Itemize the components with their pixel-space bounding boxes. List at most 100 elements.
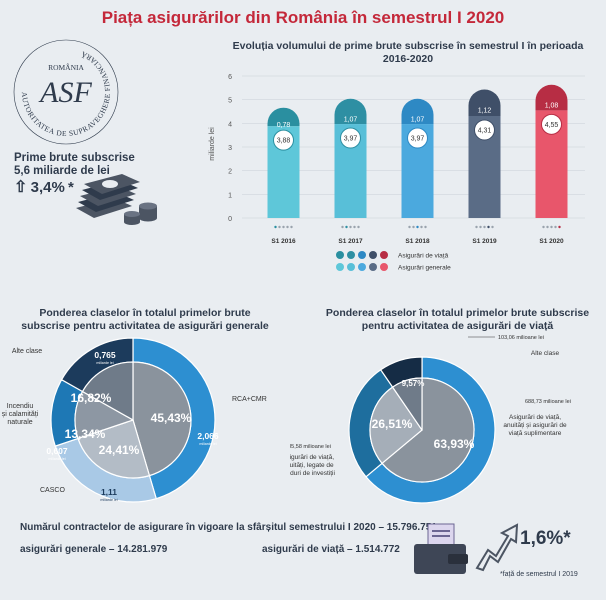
bar-chart-title: Evoluția volumului de prime brute subscr… [232,40,584,65]
slice-pct-label: 13,34% [65,427,106,441]
legend-swatch-general [369,263,377,271]
asf-logo: AUTORITATEA DE SUPRAVEGHERE FINANCIARĂ R… [13,39,119,145]
value-circle [474,119,495,141]
category-dot [416,225,419,229]
category-dot [278,225,281,229]
category-dot [341,225,344,229]
category-dot [282,225,285,229]
legend-swatch-general [347,263,355,271]
amount-label: 285,58 milioane lei [290,444,331,450]
logo-mark: ASF [38,76,92,109]
category-dot [558,225,561,229]
legend-swatch-life [358,251,366,259]
category-dot [353,225,356,229]
legend-life: Asigurări de viață [398,253,449,260]
value-circle [340,127,361,149]
name-label: Asigurări de viață,anuități, legate defo… [290,454,335,477]
category-dot [420,225,423,229]
label-alte-clase: Alte clase [12,348,42,355]
page-title: Piața asigurărilor din România în semest… [101,8,505,27]
wallet-document-icon [414,523,468,574]
legend-swatch-life [336,251,344,259]
slice-unit-label: miliarde lei [100,498,117,502]
contracts-growth: 1,6%* [520,528,571,549]
amount-label: 688,73 milioane lei [525,399,571,405]
category-dot [424,225,427,229]
category-dot [479,225,482,229]
slice-pct-label: 63,93% [434,437,475,451]
category-dot [349,225,352,229]
slice-pct-label: 16,82% [71,391,112,405]
bar-life-label: 1,07 [411,116,425,123]
category-dot [491,225,494,229]
y-tick-label: 0 [228,216,232,223]
y-axis-label: miliarde lei [209,127,216,161]
growth-arrow-icon [475,523,519,572]
x-tick-label: S1 2020 [539,238,564,245]
footnote: *față de semestrul I 2019 [500,571,578,578]
bar-general-label: 3,97 [411,136,425,143]
slice-amount-label: 1,11 [101,487,117,497]
category-dot [412,225,415,229]
slice-pct-label: 24,41% [99,443,140,457]
value-circle [541,113,562,135]
contracts-life: asigurări de viață – 1.514.772 [262,544,400,555]
category-dot [290,225,293,229]
legend-swatch-general [336,263,344,271]
category-dot [487,225,490,229]
kpi-growth: 3,4% [30,179,65,196]
x-tick-label: S1 2018 [405,238,430,245]
pie2-title: Ponderea claselor în totalul primelor br… [325,307,590,332]
contracts-general: asigurări generale – 14.281.979 [20,544,168,555]
legend-swatch-life [369,251,377,259]
value-circle [407,127,428,149]
label-incendiu: Incendiu și calamități naturale [2,403,39,426]
label-casco: CASCO [40,487,65,494]
x-tick-label: S1 2019 [472,238,497,245]
bar-life-label: 1,08 [545,103,559,110]
slice-pct-label: 9,57% [402,379,425,388]
category-dot [542,225,545,229]
category-dot [483,225,486,229]
bar-life [401,98,434,125]
bar-general-label: 3,97 [344,136,358,143]
kpi-block: Prime brute subscrise 5,6 miliarde de le… [14,152,135,196]
bar-life-label: 1,07 [344,116,358,123]
bar-chart: miliarde lei 0 1 2 3 4 5 6 3,88 0,78 S1 2016 3,97 1,… [209,74,585,272]
slice-pct-label: 45,43% [151,411,192,425]
x-tick-label: S1 2017 [338,238,363,245]
slice-pct-label: 26,51% [372,417,413,431]
pie-life: 63,93% 26,51% 9,57% 688,73 milioane lei Asig… [290,335,571,504]
legend-swatch-general [380,263,388,271]
category-dot [546,225,549,229]
slice-inner [391,377,423,431]
bar-general-label: 3,88 [277,138,291,145]
y-tick-label: 6 [228,74,232,81]
name-label: Alte clase [531,350,560,357]
legend-general: Asigurări generale [398,265,451,272]
x-tick-label: S1 2016 [271,238,296,245]
category-dot [408,225,411,229]
bar-life-label: 1,12 [478,108,492,115]
kpi-star: * [68,179,74,196]
slice-amount-label: 0,607 [46,446,68,456]
amount-label: 103,06 milioane lei [498,335,544,341]
bar-life-label: 0,78 [277,122,291,129]
y-tick-label: 2 [228,169,232,176]
y-tick-label: 3 [228,145,232,152]
value-circle [273,129,294,151]
y-tick-label: 5 [228,98,232,105]
pie1-title: Ponderea claselor în totalul primelor br… [21,307,269,332]
arrow-up-icon: ⇧ [14,179,28,196]
kpi-label: Prime brute subscrise [14,152,135,164]
y-tick-label: 4 [228,121,232,128]
bar-life [535,84,568,111]
bar-general-label: 4,55 [545,122,559,129]
slice-amount-label: 0,765 [94,350,116,360]
category-dot [554,225,557,229]
legend-swatch-general [358,263,366,271]
category-dot [274,225,277,229]
slice-unit-label: miliarde lei [48,457,65,461]
category-dot [345,225,348,229]
